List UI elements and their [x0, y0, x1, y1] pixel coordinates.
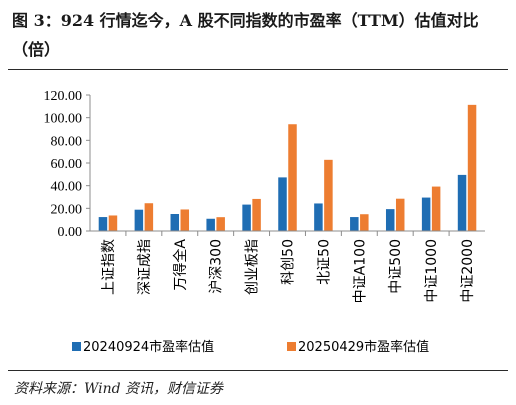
y-axis: 0.00 20.00 40.00 60.00 80.00 100.00 120.00 [44, 89, 91, 240]
legend-swatch [72, 342, 81, 351]
bar-series2 [395, 198, 405, 231]
x-category-label: 北证50 [316, 239, 332, 285]
legend: 20240924市盈率估值 20250429市盈率估值 [72, 339, 429, 355]
bar-series1 [98, 217, 108, 231]
bar-series2 [216, 217, 225, 231]
bar-series1 [385, 209, 395, 231]
source-divider [8, 370, 508, 371]
title-divider [8, 69, 508, 70]
x-category-label: 中证A100 [352, 239, 368, 303]
bars [98, 104, 477, 231]
x-category-label: 创业板指 [245, 239, 261, 295]
bar-series2 [108, 215, 118, 231]
bar-series2 [288, 124, 297, 231]
figure-title: 图 3：924 行情迄今，A 股不同指数的市盈率（TTM）估值对比（倍） [12, 11, 479, 59]
x-axis: 上证指数 深证成指 万得全A 沪深300 创业板指 科创50 北证50 中证A100 中证500… [90, 230, 485, 303]
bar-series2 [252, 198, 261, 231]
legend-swatch [287, 342, 296, 351]
y-tick-label: 0.00 [58, 225, 83, 240]
bar-series1 [278, 177, 287, 231]
x-category-label: 中证1000 [424, 239, 440, 303]
y-tick-label: 100.00 [44, 112, 83, 127]
bar-series2 [144, 203, 154, 231]
y-tick-label: 20.00 [51, 202, 83, 217]
bar-series2 [324, 159, 333, 231]
bar-series1 [421, 197, 431, 231]
bar-series1 [457, 174, 467, 231]
bar-series2 [180, 209, 190, 231]
x-category-label: 中证2000 [460, 239, 476, 303]
bar-chart: 0.00 20.00 40.00 60.00 80.00 100.00 120.00 上证指… [44, 89, 485, 355]
x-category-label: 沪深300 [209, 239, 225, 294]
x-category-label: 科创50 [281, 239, 297, 285]
y-tick-label: 80.00 [51, 134, 83, 149]
bar-series1 [242, 204, 251, 231]
bar-series2 [431, 186, 441, 231]
bar-series1 [206, 218, 215, 231]
bar-series1 [134, 209, 144, 231]
bar-series1 [314, 203, 323, 231]
x-category-label: 深证成指 [137, 239, 153, 295]
y-tick-label: 120.00 [44, 89, 83, 104]
legend-label: 20240924市盈率估值 [83, 339, 214, 355]
source-note: 资料来源：Wind 资讯，财信证券 [14, 381, 224, 397]
x-category-label: 中证500 [388, 239, 404, 294]
bar-series1 [350, 217, 359, 231]
bar-series1 [170, 214, 180, 231]
x-category-label: 上证指数 [101, 239, 117, 295]
legend-label: 20250429市盈率估值 [298, 339, 429, 355]
y-tick-label: 60.00 [51, 157, 83, 172]
x-category-label: 万得全A [172, 239, 189, 291]
bar-series2 [360, 214, 369, 231]
y-tick-label: 40.00 [51, 180, 83, 195]
bar-series2 [467, 104, 477, 231]
